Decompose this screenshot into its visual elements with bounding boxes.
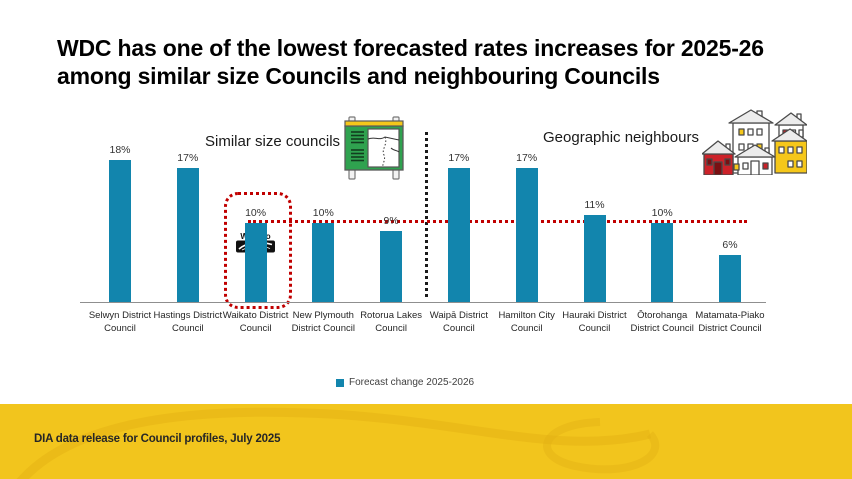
category-label-hauraki-district-council: Hauraki District Council — [562, 310, 627, 334]
category-label-hastings-district-council: Hastings District Council — [153, 310, 223, 334]
section-label-similar-size: Similar size councils — [205, 133, 341, 150]
x-axis-line — [80, 302, 766, 303]
bar-new-plymouth-district-council — [312, 223, 335, 302]
slide-title-line2: among similar size Councils and neighbou… — [57, 63, 660, 89]
value-label-new-plymouth-district-council: 10% — [312, 207, 334, 219]
value-label-hamilton-city-council: 17% — [516, 152, 538, 164]
bar-hamilton-city-council — [515, 168, 538, 302]
category-label-selwyn-district-council: Selwyn District Council — [88, 310, 152, 334]
footer-text: DIA data release for Council profiles, J… — [34, 433, 281, 445]
footer-band: DIA data release for Council profiles, J… — [0, 404, 852, 479]
category-label-matamata-piako-district-council: Matamata-Piako District Council — [695, 310, 765, 334]
bar-waipa-district-council — [447, 168, 470, 302]
footer-swirl-decoration — [16, 407, 660, 479]
value-label-hastings-district-council: 17% — [177, 152, 199, 164]
category-label-waikato-district-council: Waikato District Council — [222, 310, 289, 334]
value-label-waipa-district-council: 17% — [448, 152, 470, 164]
bar-otorohanga-district-council — [651, 223, 674, 302]
category-label-hamilton-city-council: Hamilton City Council — [498, 310, 555, 334]
value-label-otorohanga-district-council: 10% — [651, 207, 673, 219]
category-label-waipa-district-council: Waipā District Council — [429, 310, 489, 334]
bar-hastings-district-council — [176, 168, 199, 302]
bar-waikato-district-council — [244, 223, 267, 302]
bar-rotorua-lakes-council — [380, 231, 403, 302]
category-label-rotorua-lakes-council: Rotorua Lakes Council — [360, 310, 422, 334]
value-label-waikato-district-council: 10% — [245, 207, 267, 219]
waikato-highlight-box — [224, 192, 292, 309]
slide-title: WDC has one of the lowest forecasted rat… — [57, 34, 817, 90]
houses-icon — [702, 109, 807, 175]
value-label-matamata-piako-district-council: 6% — [722, 239, 738, 251]
map-sign-icon — [344, 116, 404, 180]
category-label-otorohanga-district-council: Ōtorohanga District Council — [630, 310, 694, 334]
reference-line-10pct — [248, 220, 747, 223]
legend-swatch-icon — [336, 378, 344, 387]
bar-hauraki-district-council — [583, 215, 606, 302]
bar-matamata-piako-district-council — [719, 255, 741, 302]
bar-selwyn-district-council — [109, 160, 131, 302]
section-label-geographic: Geographic neighbours — [543, 129, 699, 146]
slide-title-line1: WDC has one of the lowest forecasted rat… — [57, 35, 764, 61]
value-label-selwyn-district-council: 18% — [109, 144, 131, 156]
legend-label: Forecast change 2025-2026 — [349, 377, 475, 388]
chart-legend: Forecast change 2025-2026 — [336, 377, 474, 388]
category-label-new-plymouth-district-council: New Plymouth District Council — [291, 310, 355, 334]
value-label-rotorua-lakes-council: 9% — [383, 215, 399, 227]
value-label-hauraki-district-council: 11% — [584, 199, 605, 211]
group-divider-line — [425, 132, 428, 297]
